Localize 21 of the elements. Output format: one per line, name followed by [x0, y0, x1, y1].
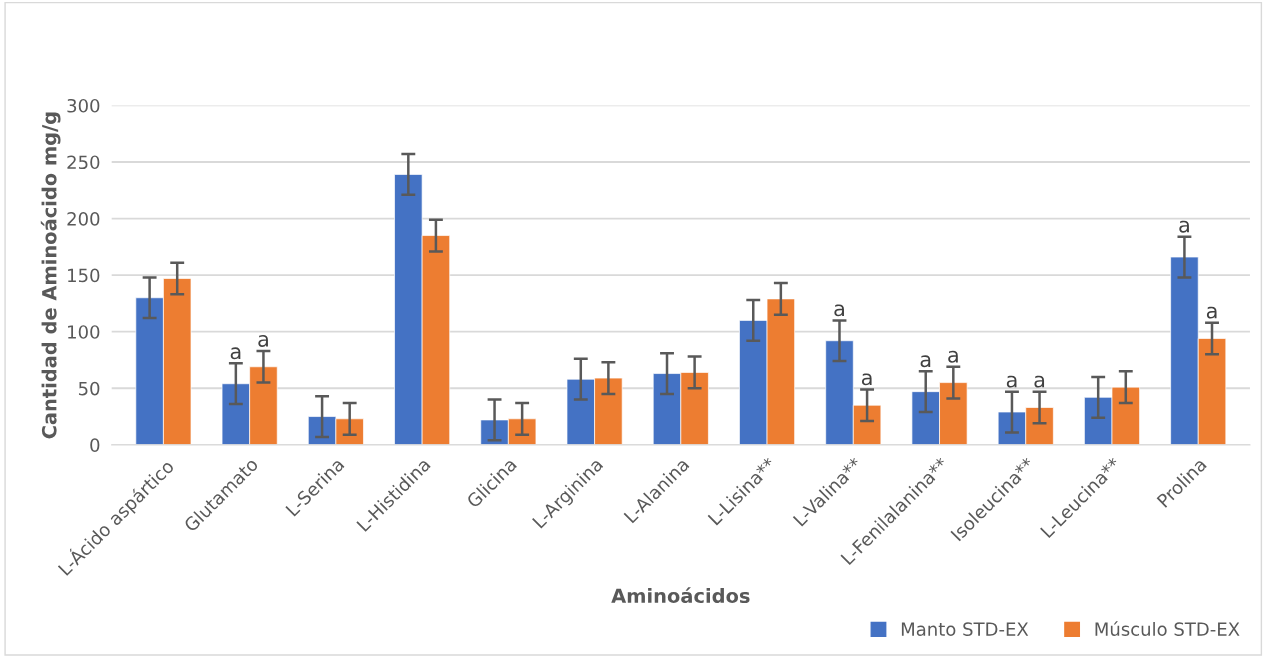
legend-label: Manto STD-EX — [901, 622, 1029, 636]
annotation: a — [861, 373, 872, 386]
y-tick-label: 50 — [78, 381, 100, 396]
x-axis-title: Aminoácidos — [611, 587, 750, 604]
y-tick-label: 200 — [67, 212, 100, 226]
y-tick-label: 250 — [67, 155, 100, 170]
y-axis-title: Cantidad de Aminoácido mg/g — [40, 112, 61, 439]
annotation: a — [1206, 306, 1217, 319]
annotation: a — [230, 347, 241, 360]
annotation: a — [834, 304, 844, 317]
y-tick-label: 100 — [68, 325, 100, 339]
annotation: a — [1006, 375, 1017, 388]
y-tick-label: 300 — [67, 98, 100, 113]
y-tick-label: 0 — [90, 438, 100, 452]
annotation: a — [948, 350, 958, 363]
annotation: a — [258, 334, 268, 347]
y-tick-label: 150 — [68, 268, 100, 283]
annotation: a — [920, 355, 931, 368]
annotation: a — [1179, 220, 1189, 233]
annotation: a — [1034, 375, 1045, 388]
legend-label: Músculo STD-EX — [1095, 621, 1240, 636]
